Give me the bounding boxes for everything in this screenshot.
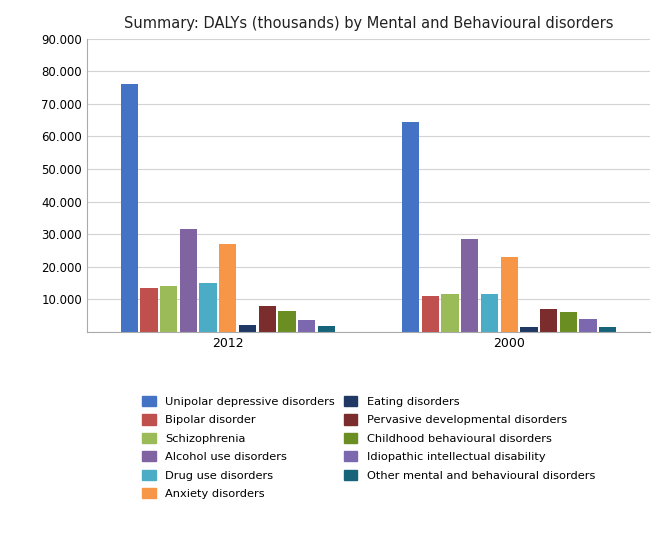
Bar [559,312,577,332]
Bar [239,325,256,332]
Bar [200,283,217,332]
Bar [442,294,459,332]
Bar [298,320,316,332]
Bar [461,239,478,332]
Bar [402,122,419,332]
Bar [259,306,276,332]
Bar [599,327,616,332]
Title: Summary: DALYs (thousands) by Mental and Behavioural disorders: Summary: DALYs (thousands) by Mental and… [124,15,613,30]
Legend: Unipolar depressive disorders, Bipolar disorder, Schizophrenia, Alcohol use diso: Unipolar depressive disorders, Bipolar d… [137,390,600,505]
Bar [140,288,157,332]
Bar [520,327,537,332]
Bar [421,296,439,332]
Bar [278,311,295,332]
Bar [500,257,518,332]
Bar [160,286,178,332]
Bar [180,229,197,332]
Bar [540,309,557,332]
Bar [318,326,335,332]
Bar [219,244,237,332]
Bar [481,294,498,332]
Bar [121,84,138,332]
Bar [580,320,597,332]
